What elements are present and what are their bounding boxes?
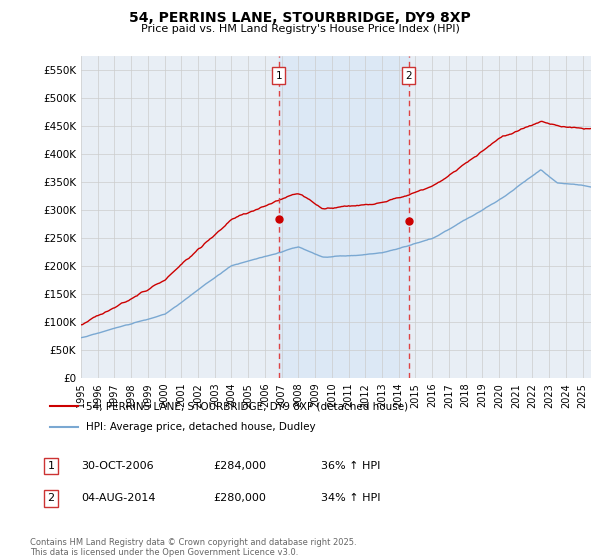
Text: 2: 2 <box>47 493 55 503</box>
Text: Price paid vs. HM Land Registry's House Price Index (HPI): Price paid vs. HM Land Registry's House … <box>140 24 460 34</box>
Text: 54, PERRINS LANE, STOURBRIDGE, DY9 8XP: 54, PERRINS LANE, STOURBRIDGE, DY9 8XP <box>129 11 471 25</box>
Text: 36% ↑ HPI: 36% ↑ HPI <box>321 461 380 471</box>
Text: Contains HM Land Registry data © Crown copyright and database right 2025.
This d: Contains HM Land Registry data © Crown c… <box>30 538 356 557</box>
Text: £284,000: £284,000 <box>213 461 266 471</box>
Text: 1: 1 <box>47 461 55 471</box>
Text: HPI: Average price, detached house, Dudley: HPI: Average price, detached house, Dudl… <box>86 422 315 432</box>
Text: 1: 1 <box>275 71 282 81</box>
Text: 2: 2 <box>405 71 412 81</box>
Bar <box>279 56 409 378</box>
Text: 54, PERRINS LANE, STOURBRIDGE, DY9 8XP (detached house): 54, PERRINS LANE, STOURBRIDGE, DY9 8XP (… <box>86 401 407 411</box>
Text: 34% ↑ HPI: 34% ↑ HPI <box>321 493 380 503</box>
Text: 30-OCT-2006: 30-OCT-2006 <box>81 461 154 471</box>
Text: £280,000: £280,000 <box>213 493 266 503</box>
Text: 04-AUG-2014: 04-AUG-2014 <box>81 493 155 503</box>
